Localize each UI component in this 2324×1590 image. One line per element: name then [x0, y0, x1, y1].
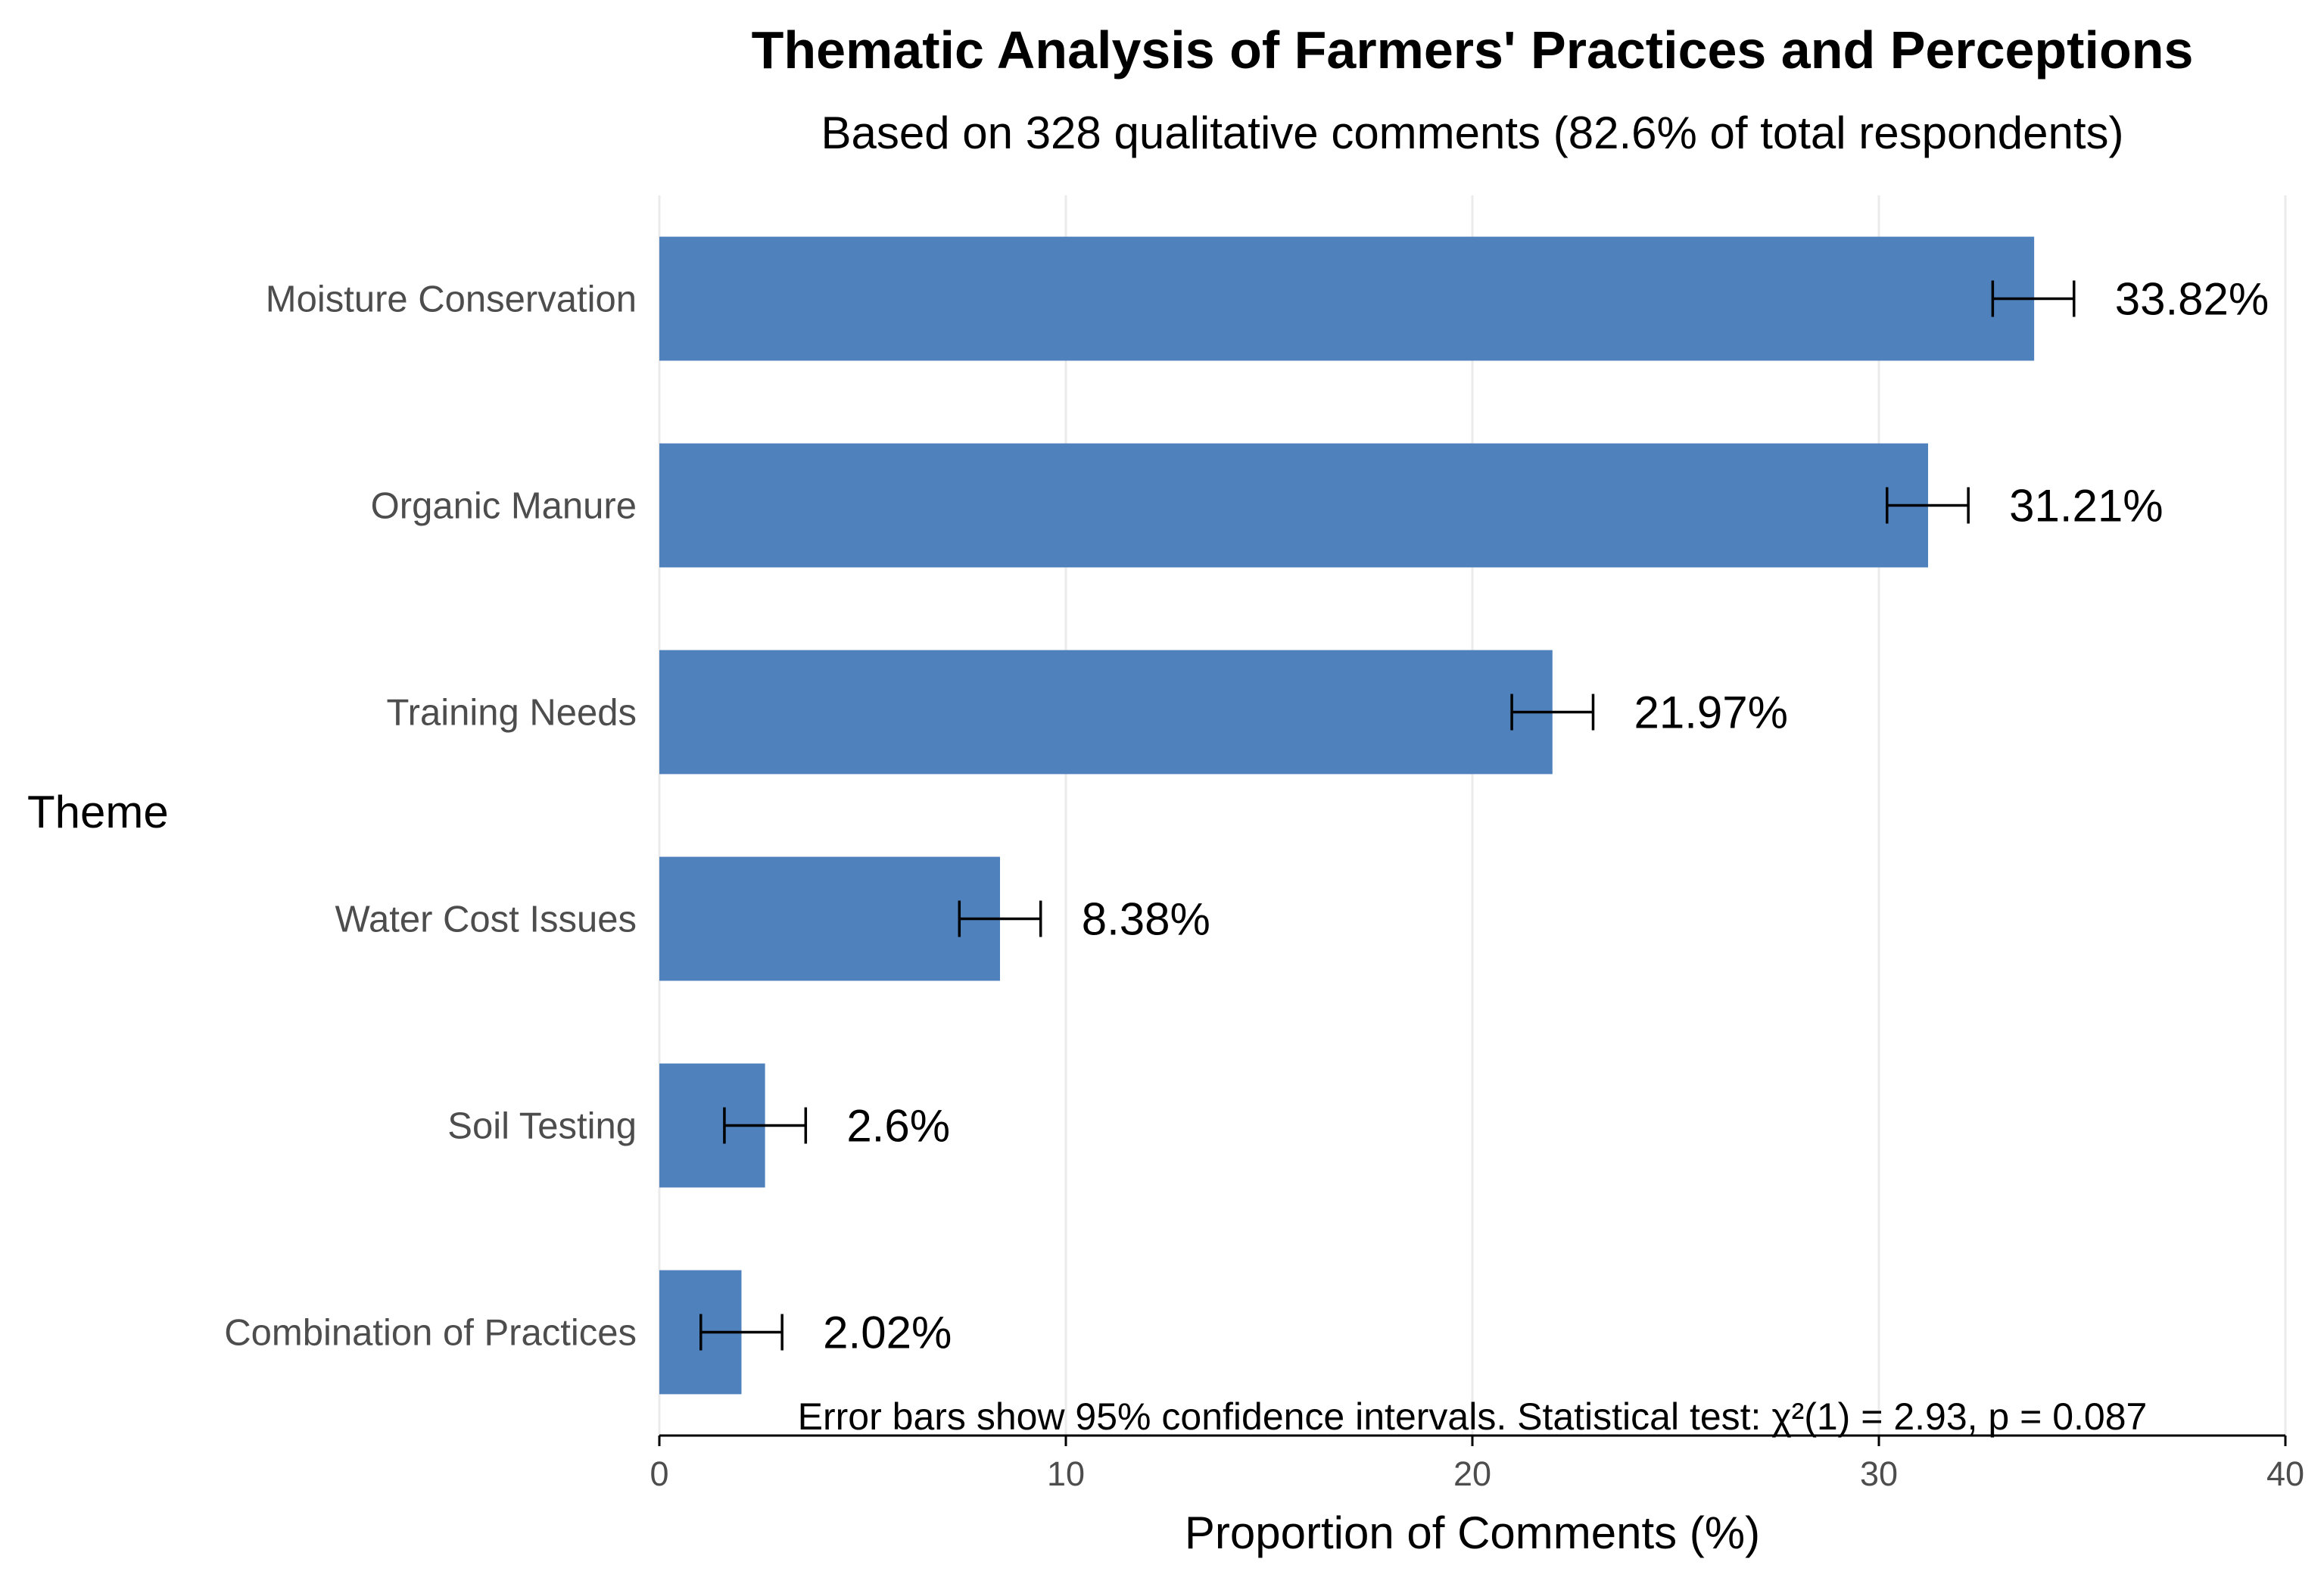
data-label: 31.21% [2009, 481, 2164, 532]
x-tick-label: 40 [2266, 1454, 2304, 1493]
category-labels: Moisture Conservation Organic Manure Train… [224, 279, 637, 1354]
x-tick-label: 0 [650, 1454, 668, 1493]
gridlines [658, 195, 2287, 1436]
chart-title: Thematic Analysis of Farmers' Practices … [752, 20, 2194, 80]
x-axis-ticks: 0 10 20 30 40 [650, 1436, 2304, 1493]
bar [659, 856, 1001, 981]
chart-caption: Error bars show 95% confidence intervals… [798, 1395, 2148, 1438]
bars: 33.82% 31.21% 21.97% 8.38% 2.6% 2.02% [659, 236, 2269, 1395]
bar [659, 650, 1553, 775]
x-tick-label: 10 [1047, 1454, 1085, 1493]
data-label: 8.38% [1082, 894, 1210, 945]
category-label: Soil Testing [447, 1106, 637, 1147]
x-tick-label: 30 [1860, 1454, 1898, 1493]
category-label: Combination of Practices [224, 1313, 637, 1354]
x-axis-title: Proportion of Comments (%) [1185, 1507, 1760, 1558]
x-tick-label: 20 [1453, 1454, 1491, 1493]
data-label: 33.82% [2115, 274, 2269, 325]
bar [659, 443, 1928, 568]
category-label: Moisture Conservation [266, 279, 637, 320]
y-axis-title: Theme [27, 787, 169, 837]
category-label: Water Cost Issues [335, 899, 637, 940]
bar [659, 236, 2035, 361]
category-label: Training Needs [387, 693, 637, 734]
chart-subtitle: Based on 328 qualitative comments (82.6%… [821, 108, 2123, 158]
data-label: 21.97% [1634, 687, 1788, 738]
data-label: 2.6% [846, 1101, 950, 1152]
category-label: Organic Manure [371, 486, 637, 527]
data-label: 2.02% [823, 1308, 952, 1358]
